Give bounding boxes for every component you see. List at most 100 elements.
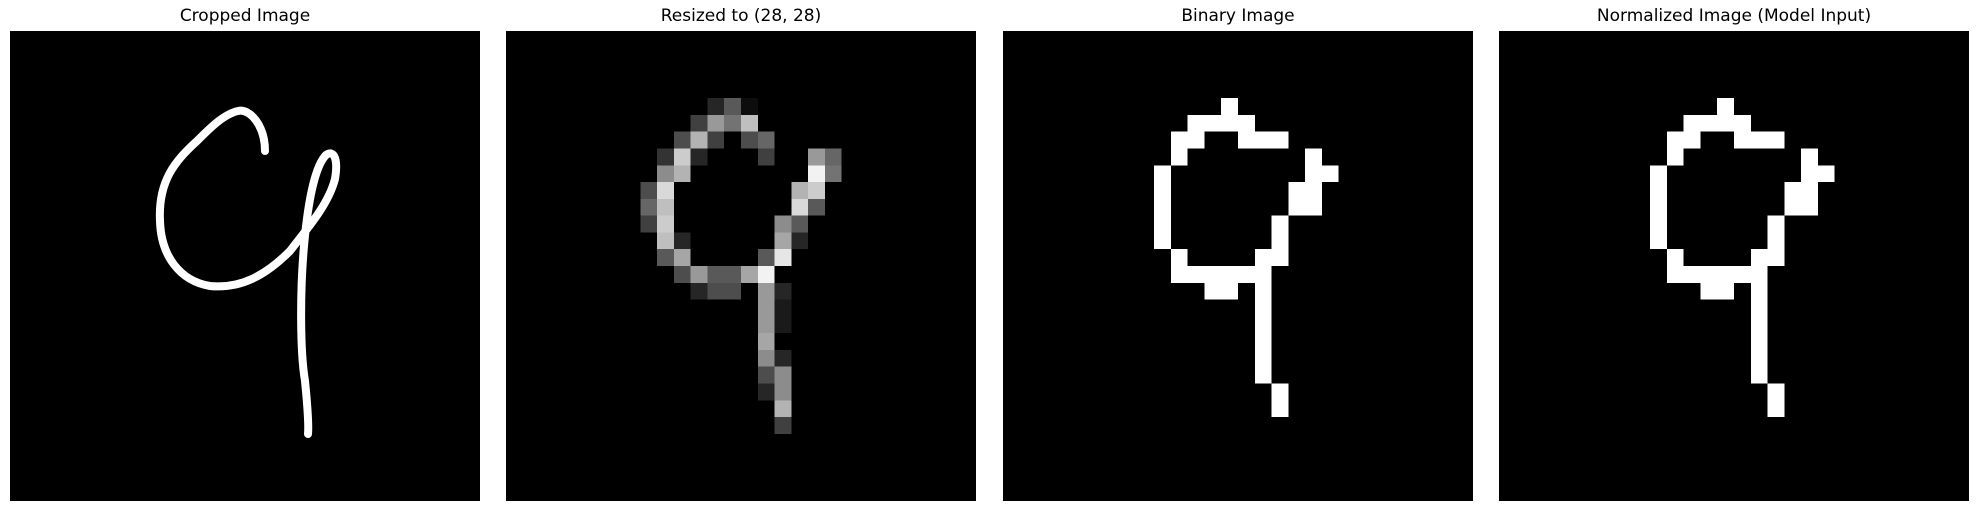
- pixel: [824, 148, 842, 166]
- pixel: [808, 165, 825, 183]
- pixel: [757, 366, 775, 384]
- pixel: [657, 232, 674, 250]
- pixel: [757, 316, 775, 334]
- panel-title: Resized to (28, 28): [660, 6, 822, 26]
- pixel: [1187, 131, 1205, 149]
- pixel: [1650, 232, 1667, 250]
- pixel: [774, 383, 792, 401]
- pixel: [707, 114, 725, 132]
- pixel: [640, 215, 658, 233]
- pixel: [1254, 249, 1272, 266]
- pixel: [1683, 114, 1701, 132]
- pixel: [673, 148, 691, 166]
- pixel: [1717, 114, 1734, 132]
- pixel: [657, 249, 674, 266]
- resized-grayscale-grid: [506, 31, 976, 501]
- cropped-digit-image: [10, 31, 480, 501]
- pixel: [1221, 98, 1238, 115]
- pixel: [1750, 299, 1768, 317]
- pixel: [1154, 198, 1171, 216]
- pixel: [1305, 165, 1322, 183]
- pixel: [1784, 198, 1802, 216]
- pixel: [757, 349, 775, 367]
- pixel: [1801, 182, 1818, 199]
- pixel: [1683, 131, 1701, 149]
- pixel: [1204, 114, 1222, 132]
- panel-title: Binary Image: [1181, 6, 1295, 26]
- pixel: [757, 299, 775, 317]
- pixel: [774, 282, 792, 300]
- pixel: [757, 148, 775, 166]
- pixel: [1734, 114, 1751, 132]
- pixel: [1288, 182, 1306, 199]
- pixel: [657, 215, 674, 233]
- pixel: [1700, 282, 1718, 300]
- pixel: [1683, 266, 1701, 283]
- pixel: [1767, 232, 1785, 250]
- pixel: [741, 266, 758, 283]
- pixel: [791, 198, 809, 216]
- pixel: [1784, 182, 1802, 199]
- pixel: [1750, 316, 1768, 334]
- pixel: [1288, 198, 1306, 216]
- pixel: [1204, 282, 1222, 300]
- pixel: [774, 249, 792, 266]
- pixel: [1750, 266, 1768, 283]
- pixel: [1221, 282, 1238, 300]
- pixel: [690, 148, 708, 166]
- pixel: [1254, 131, 1272, 149]
- pixel: [791, 182, 809, 199]
- pixel: [1750, 366, 1768, 384]
- pixel: [1271, 131, 1289, 149]
- pixel: [774, 349, 792, 367]
- pixel: [1750, 282, 1768, 300]
- pixel: [757, 333, 775, 350]
- pixel: [757, 131, 775, 149]
- pixel: [673, 249, 691, 266]
- pixel: [1254, 333, 1272, 350]
- pixel: [1254, 282, 1272, 300]
- pixel: [824, 165, 842, 183]
- pixel: [1170, 266, 1188, 283]
- pixel: [724, 282, 741, 300]
- pixel: [774, 400, 792, 418]
- pixel: [1700, 266, 1718, 283]
- pixel: [1717, 98, 1734, 115]
- pixel: [1271, 400, 1289, 418]
- pixel: [1666, 131, 1684, 149]
- pixel: [690, 282, 708, 300]
- pixel: [657, 198, 674, 216]
- binary-pixel-grid: [1003, 31, 1473, 501]
- pixel: [707, 266, 725, 283]
- panel-normalized: Normalized Image (Model Input): [1499, 0, 1969, 512]
- pixel: [1170, 131, 1188, 149]
- pixel: [1271, 249, 1289, 266]
- pixel: [1767, 400, 1785, 418]
- pixel: [1271, 232, 1289, 250]
- panel-binary: Binary Image: [1003, 0, 1473, 512]
- pixel: [808, 182, 825, 199]
- pixel: [757, 249, 775, 266]
- pixel: [1238, 266, 1255, 283]
- pixel: [1666, 249, 1684, 266]
- pixel: [1734, 266, 1751, 283]
- pixel: [774, 366, 792, 384]
- pixel: [1254, 366, 1272, 384]
- pixel: [1666, 148, 1684, 166]
- pixel: [1204, 266, 1222, 283]
- pixel: [707, 131, 725, 149]
- pixel: [1801, 148, 1818, 166]
- pixel: [1254, 266, 1272, 283]
- pixel: [673, 165, 691, 183]
- pixel: [774, 299, 792, 317]
- pixel: [808, 198, 825, 216]
- pixel: [791, 215, 809, 233]
- pixel: [757, 282, 775, 300]
- pixel: [707, 282, 725, 300]
- pixel: [1767, 383, 1785, 401]
- pixel: [690, 114, 708, 132]
- pixel: [1700, 114, 1718, 132]
- pixel: [791, 232, 809, 250]
- pixel: [1170, 249, 1188, 266]
- pixel: [673, 131, 691, 149]
